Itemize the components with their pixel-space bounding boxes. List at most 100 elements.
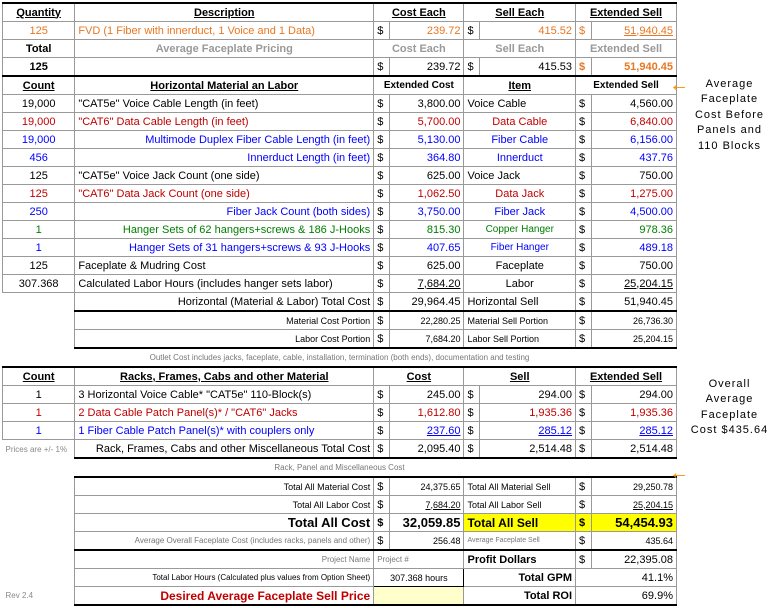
cell[interactable]: Fiber Cable (464, 131, 576, 149)
cell[interactable] (3, 514, 75, 532)
cell[interactable]: Outlet Cost includes jacks, faceplate, c… (3, 348, 677, 367)
cell[interactable]: 125 (3, 185, 75, 203)
cell[interactable]: 3,800.00 (390, 95, 464, 113)
cell[interactable]: Total GPM (464, 569, 576, 587)
cell[interactable]: 2,095.40 (390, 440, 464, 459)
cell[interactable]: 6,156.00 (591, 131, 676, 149)
cell[interactable] (3, 550, 75, 569)
cell[interactable]: $ (576, 58, 592, 77)
cell[interactable]: Innerduct Length (in feet) (75, 149, 374, 167)
cell[interactable]: 51,940.45 (591, 22, 676, 40)
cell[interactable]: 245.00 (390, 386, 464, 404)
cell[interactable]: $ (576, 239, 592, 257)
cell[interactable]: Project # (374, 550, 464, 569)
cell[interactable] (374, 587, 464, 606)
cell[interactable]: Voice Jack (464, 167, 576, 185)
cell[interactable]: $ (576, 440, 592, 459)
cell[interactable]: 294.00 (591, 386, 676, 404)
cell[interactable]: Total All Sell (464, 514, 576, 532)
cell[interactable]: 435.64 (591, 532, 676, 551)
cell[interactable]: $ (374, 311, 390, 330)
cell[interactable]: $ (374, 404, 390, 422)
cell[interactable]: Fiber Hanger (464, 239, 576, 257)
cell[interactable]: 307.368 (3, 275, 75, 293)
cell[interactable] (3, 330, 75, 349)
cell[interactable]: $ (374, 131, 390, 149)
cell[interactable]: Innerduct (464, 149, 576, 167)
cell[interactable]: Faceplate (464, 257, 576, 275)
cell[interactable]: $ (374, 185, 390, 203)
cell[interactable]: 239.72 (390, 58, 464, 77)
cell[interactable]: $ (576, 293, 592, 312)
cell[interactable]: $ (576, 550, 592, 569)
cell[interactable]: 5,130.00 (390, 131, 464, 149)
cell[interactable] (75, 58, 374, 77)
cell[interactable]: 19,000 (3, 113, 75, 131)
cell[interactable]: 407.65 (390, 239, 464, 257)
cell[interactable]: $ (374, 113, 390, 131)
cell[interactable]: Multimode Duplex Fiber Cable Length (in … (75, 131, 374, 149)
cell[interactable]: 25,204.15 (591, 275, 676, 293)
cell[interactable]: 2 Data Cable Patch Panel(s)* / "CAT6" Ja… (75, 404, 374, 422)
cell[interactable]: "CAT5e" Voice Jack Count (one side) (75, 167, 374, 185)
cell[interactable]: 51,940.45 (591, 58, 676, 77)
cell[interactable]: 26,736.30 (591, 311, 676, 330)
cell[interactable]: $ (374, 386, 390, 404)
cell[interactable]: $ (576, 131, 592, 149)
cell[interactable]: $ (374, 22, 390, 40)
cell[interactable]: 6,840.00 (591, 113, 676, 131)
cell[interactable]: FVD (1 Fiber with innerduct, 1 Voice and… (75, 22, 374, 40)
cell[interactable]: $ (576, 22, 592, 40)
cell[interactable]: Labor (464, 275, 576, 293)
cell[interactable]: 125 (3, 257, 75, 275)
cell[interactable]: 5,700.00 (390, 113, 464, 131)
cell[interactable]: Total ROI (464, 587, 576, 606)
cell[interactable]: 54,454.93 (591, 514, 676, 532)
cell[interactable]: 22,280.25 (390, 311, 464, 330)
cell[interactable]: 364.80 (390, 149, 464, 167)
cell[interactable]: $ (374, 422, 390, 440)
cell[interactable]: $ (576, 496, 592, 514)
cell[interactable]: 1 (3, 404, 75, 422)
cell[interactable]: 125 (3, 58, 75, 77)
cell[interactable]: $ (464, 422, 480, 440)
cell[interactable]: 4,500.00 (591, 203, 676, 221)
cell[interactable]: Fiber Jack (464, 203, 576, 221)
cell[interactable]: $ (374, 167, 390, 185)
cell[interactable]: Total All Labor Sell (464, 496, 576, 514)
cell[interactable]: $ (374, 532, 390, 551)
cell[interactable]: 415.53 (480, 58, 576, 77)
cell[interactable]: $ (576, 275, 592, 293)
cell[interactable]: 2,514.48 (591, 440, 676, 459)
cell[interactable]: 750.00 (591, 257, 676, 275)
cell[interactable]: 625.00 (390, 257, 464, 275)
cell[interactable]: 815.30 (390, 221, 464, 239)
cell[interactable]: $ (576, 422, 592, 440)
cell[interactable]: $ (374, 221, 390, 239)
cell[interactable]: Labor Cost Portion (75, 330, 374, 349)
cell[interactable]: 2,514.48 (480, 440, 576, 459)
cell[interactable]: $ (576, 477, 592, 496)
cell[interactable]: 19,000 (3, 95, 75, 113)
cell[interactable]: $ (576, 221, 592, 239)
cell[interactable]: 25,204.15 (591, 496, 676, 514)
cell[interactable]: 1 (3, 239, 75, 257)
cell[interactable]: 29,964.45 (390, 293, 464, 312)
cell[interactable]: 625.00 (390, 167, 464, 185)
cell[interactable]: 29,250.78 (591, 477, 676, 496)
cell[interactable]: $ (374, 275, 390, 293)
cell[interactable]: 285.12 (480, 422, 576, 440)
cell[interactable]: "CAT6" Data Jack Count (one side) (75, 185, 374, 203)
cell[interactable]: Material Sell Portion (464, 311, 576, 330)
cell[interactable]: Total All Cost (75, 514, 374, 532)
cell[interactable]: 69.9% (576, 587, 677, 606)
cell[interactable]: $ (374, 203, 390, 221)
cell[interactable]: Voice Cable (464, 95, 576, 113)
cell[interactable]: Fiber Jack Count (both sides) (75, 203, 374, 221)
cell[interactable]: $ (374, 440, 390, 459)
cell[interactable] (3, 569, 75, 587)
cell[interactable]: 3 Horizontal Voice Cable* "CAT5e" 110-Bl… (75, 386, 374, 404)
cell[interactable]: $ (374, 239, 390, 257)
cell[interactable]: 285.12 (591, 422, 676, 440)
cell[interactable]: 250 (3, 203, 75, 221)
